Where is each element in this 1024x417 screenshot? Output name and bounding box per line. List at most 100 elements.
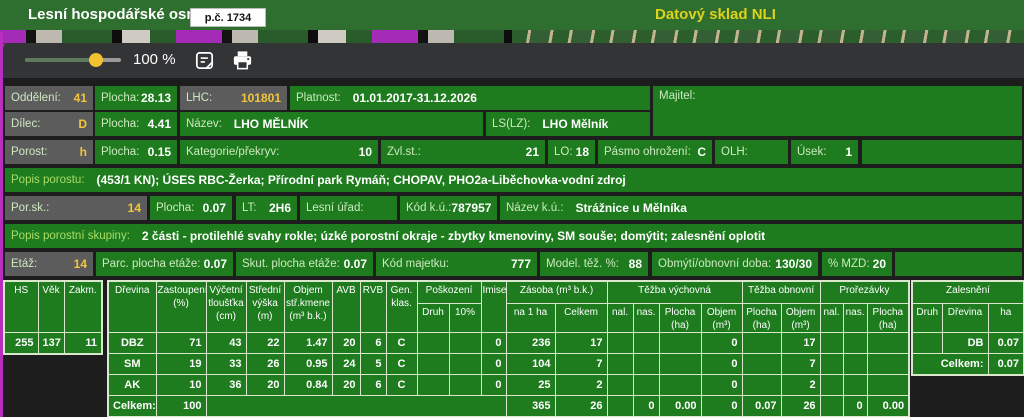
cell bbox=[416, 373, 450, 396]
field-label: Porost: bbox=[11, 146, 48, 158]
field-usek: Úsek: 1 bbox=[791, 140, 858, 164]
col-header-vek: Věk bbox=[37, 280, 65, 333]
cell: 2 bbox=[554, 373, 608, 396]
cell: 6 bbox=[359, 331, 387, 354]
cell: 0.95 bbox=[283, 352, 333, 375]
cell: 0 bbox=[480, 352, 507, 375]
field-value: 0.07 bbox=[343, 257, 367, 271]
species-table: Dřevina Zastoupení (%) Výčetní tloušťka … bbox=[107, 280, 911, 417]
field-mzd: % MZD: 20 bbox=[822, 252, 892, 276]
total-label: Celkem: bbox=[107, 394, 157, 417]
group-header-zalesneni: Zalesnění bbox=[911, 280, 1024, 304]
field-value: 0.07 bbox=[203, 257, 227, 271]
zalesneni-table: Zalesnění Druh Dřevina ha DB 0.07 Celkem… bbox=[911, 280, 1024, 376]
cell: 33 bbox=[205, 352, 247, 375]
field-lslz: LS(LZ): LHO Mělník bbox=[486, 112, 650, 136]
cell bbox=[632, 373, 660, 396]
col-header-gen-klas: Gen. klas. bbox=[385, 280, 418, 333]
col-header-to-objem: Objem (m³) bbox=[780, 302, 821, 333]
field-value: LHO MĚLNÍK bbox=[233, 117, 309, 131]
cell: 0.07 bbox=[987, 331, 1024, 354]
toolbar: 100 % bbox=[0, 43, 1024, 78]
cell: 7 bbox=[554, 352, 608, 375]
cell: 20 bbox=[331, 373, 361, 396]
field-value: 130/30 bbox=[775, 257, 812, 271]
col-header-10pct: 10% bbox=[448, 302, 482, 333]
cell bbox=[632, 331, 660, 354]
field-value: 0.07 bbox=[202, 201, 226, 215]
field-value: 787957 bbox=[451, 201, 492, 215]
field-value: 88 bbox=[628, 257, 642, 271]
field-kategorie: Kategorie/překryv: 10 bbox=[180, 140, 378, 164]
field-majitel: Majitel: bbox=[653, 86, 1022, 136]
cell: C bbox=[385, 352, 418, 375]
field-obmyti: Obmýtí/obnovní doba: 130/30 bbox=[652, 252, 818, 276]
page-title: Lesní hospodářské osnovy bbox=[28, 6, 222, 23]
col-header-objem: Objem stř.kmene (m³ b.k.) bbox=[283, 280, 333, 333]
print-icon[interactable] bbox=[231, 49, 254, 72]
field-plocha-oddeleni: Plocha: 28.13 bbox=[95, 86, 177, 110]
field-label: Popis porostní skupiny: bbox=[11, 230, 130, 242]
field-lhc: LHC: 101801 bbox=[180, 86, 287, 110]
field-label: Název k.ú.: bbox=[506, 202, 564, 214]
cell: 137 bbox=[37, 331, 65, 354]
field-label: LS(LZ): bbox=[492, 118, 531, 130]
col-header-z-ha: ha bbox=[987, 302, 1024, 333]
col-header-hs: HS bbox=[3, 280, 39, 333]
field-dilec: Dílec: D bbox=[5, 112, 93, 136]
col-header-drevina: Dřevina bbox=[107, 280, 157, 333]
map-strip-right bbox=[512, 30, 1024, 43]
field-label: Kategorie/překryv: bbox=[186, 146, 280, 158]
cell bbox=[448, 352, 482, 375]
field-label: Dílec: bbox=[11, 118, 41, 130]
field-parc-plocha: Parc. plocha etáže: 0.07 bbox=[96, 252, 233, 276]
cell bbox=[866, 352, 910, 375]
field-value: 777 bbox=[510, 257, 531, 271]
cell: 0.07 bbox=[987, 352, 1024, 375]
field-label: Úsek: bbox=[797, 146, 827, 158]
field-value: h bbox=[79, 145, 87, 159]
plot-number-input[interactable]: p.č. 1734 bbox=[190, 8, 266, 27]
col-header-zastoupeni: Zastoupení (%) bbox=[155, 280, 207, 333]
cell: 20 bbox=[331, 331, 361, 354]
cell bbox=[448, 331, 482, 354]
field-lesni-urad: Lesní úřad: bbox=[300, 196, 397, 220]
col-header-tv-objem: Objem (m³) bbox=[700, 302, 743, 333]
cell: 24 bbox=[331, 352, 361, 375]
datastore-title: Datový sklad NLI bbox=[655, 6, 776, 23]
col-header-tv-nas: nas. bbox=[632, 302, 660, 333]
cell: 20 bbox=[245, 373, 285, 396]
field-label: Parc. plocha etáže: bbox=[102, 258, 201, 270]
field-value: 2 části - protilehlé svahy rokle; úzké p… bbox=[141, 229, 766, 243]
field-value: 1 bbox=[845, 145, 852, 159]
cell: 71 bbox=[155, 331, 207, 354]
cell: 1.47 bbox=[283, 331, 333, 354]
field-value: Strážnice u Mělníka bbox=[575, 201, 687, 215]
cell bbox=[842, 331, 868, 354]
col-header-celkem: Celkem bbox=[554, 302, 608, 333]
col-header-pr-plocha: Plocha (ha) bbox=[866, 302, 910, 333]
report-icon[interactable] bbox=[193, 49, 216, 72]
field-label: Plocha: bbox=[156, 202, 195, 214]
cell: DBZ bbox=[107, 331, 157, 354]
zoom-slider[interactable] bbox=[25, 53, 121, 67]
field-pasmo: Pásmo ohrožení: C bbox=[598, 140, 712, 164]
cell: 0.00 bbox=[658, 394, 702, 417]
zoom-slider-thumb[interactable] bbox=[89, 53, 103, 67]
cell: 0 bbox=[700, 394, 743, 417]
field-label: Model. těž. %: bbox=[546, 258, 619, 270]
cell: 26 bbox=[554, 394, 608, 417]
stand-summary-table: HS Věk Zakm. 255 137 11 bbox=[3, 280, 103, 355]
cell: 236 bbox=[505, 331, 556, 354]
field-value: 41 bbox=[73, 91, 87, 105]
cell bbox=[606, 373, 634, 396]
total-label: Celkem: bbox=[911, 352, 989, 375]
col-header-avb: AVB bbox=[331, 280, 361, 333]
field-value: 14 bbox=[127, 201, 141, 215]
zoom-slider-fill bbox=[25, 58, 95, 62]
field-plocha-dilec: Plocha: 4.41 bbox=[95, 112, 177, 136]
cell bbox=[205, 394, 507, 417]
group-header-zasoba: Zásoba (m³ b.k.) bbox=[505, 280, 608, 304]
col-header-tloustka: Výčetní tloušťka (cm) bbox=[205, 280, 247, 333]
